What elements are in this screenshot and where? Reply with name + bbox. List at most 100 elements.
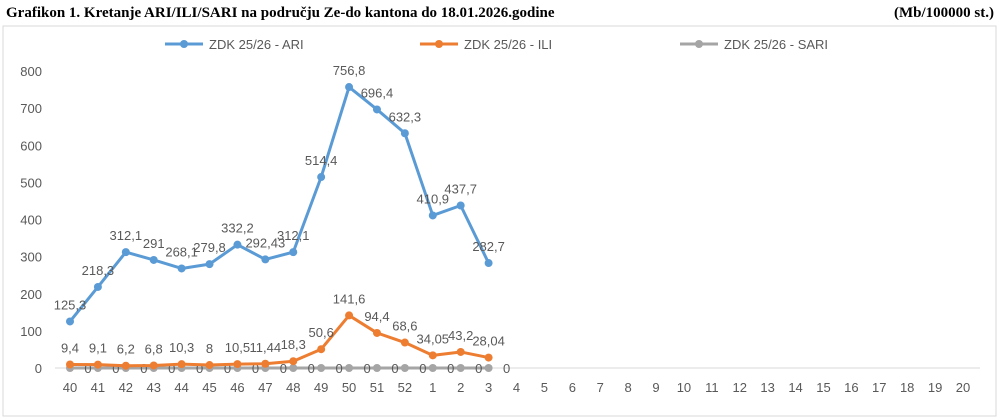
data-point bbox=[149, 361, 158, 370]
data-point bbox=[66, 317, 74, 326]
data-label: 0 bbox=[84, 361, 91, 376]
data-label: 8 bbox=[206, 341, 213, 356]
x-tick-label: 1 bbox=[429, 380, 436, 395]
x-tick-label: 10 bbox=[677, 380, 691, 395]
y-tick-label: 0 bbox=[35, 361, 42, 376]
y-tick-label: 400 bbox=[20, 213, 42, 228]
y-tick-label: 600 bbox=[20, 138, 42, 153]
unit-label: (Mb/100000 st.) bbox=[894, 5, 994, 21]
data-point bbox=[372, 364, 381, 372]
data-label: 0 bbox=[168, 361, 175, 376]
data-label: 141,6 bbox=[333, 291, 366, 306]
data-label: 0 bbox=[112, 361, 119, 376]
data-point bbox=[121, 361, 130, 370]
data-label: 291 bbox=[143, 236, 165, 251]
x-tick-label: 44 bbox=[174, 380, 188, 395]
x-tick-label: 47 bbox=[258, 380, 272, 395]
y-tick-label: 700 bbox=[20, 101, 42, 116]
data-label: 218,3 bbox=[82, 263, 115, 278]
data-label: 18,3 bbox=[281, 337, 306, 352]
data-point bbox=[149, 255, 158, 264]
data-point bbox=[233, 360, 242, 369]
legend-label: ZDK 25/26 - ILI bbox=[464, 37, 552, 52]
data-point bbox=[317, 345, 326, 354]
data-point bbox=[317, 173, 326, 182]
data-label: 0 bbox=[224, 361, 231, 376]
x-tick-label: 2 bbox=[457, 380, 464, 395]
data-point bbox=[93, 360, 102, 369]
data-label: 0 bbox=[419, 361, 426, 376]
data-point bbox=[177, 360, 186, 369]
data-label: 312,1 bbox=[110, 228, 143, 243]
data-point bbox=[456, 201, 465, 210]
x-tick-label: 40 bbox=[63, 380, 77, 395]
data-label: 514,4 bbox=[305, 153, 338, 168]
x-tick-label: 16 bbox=[844, 380, 858, 395]
x-tick-label: 49 bbox=[314, 380, 328, 395]
data-point bbox=[121, 248, 130, 257]
data-label: 9,4 bbox=[61, 341, 79, 356]
data-point bbox=[345, 311, 354, 320]
data-point bbox=[345, 83, 354, 92]
data-point bbox=[428, 364, 437, 372]
data-point bbox=[372, 328, 381, 337]
chart-frame bbox=[2, 25, 997, 417]
data-point bbox=[261, 359, 270, 368]
data-label: 332,2 bbox=[221, 221, 254, 236]
data-label: 632,3 bbox=[389, 109, 422, 124]
data-point bbox=[428, 351, 437, 360]
data-label: 10,3 bbox=[169, 340, 194, 355]
data-label: 0 bbox=[336, 361, 343, 376]
data-point bbox=[345, 364, 354, 372]
data-label: 279,8 bbox=[193, 240, 226, 255]
y-tick-label: 200 bbox=[20, 287, 42, 302]
x-tick-label: 17 bbox=[872, 380, 886, 395]
y-tick-label: 500 bbox=[20, 175, 42, 190]
x-tick-label: 4 bbox=[513, 380, 520, 395]
x-tick-label: 5 bbox=[541, 380, 548, 395]
legend-marker bbox=[180, 40, 188, 48]
data-point bbox=[289, 248, 298, 257]
x-tick-label: 8 bbox=[625, 380, 632, 395]
data-label: 0 bbox=[196, 361, 203, 376]
data-point bbox=[456, 364, 465, 372]
data-label: 292,43 bbox=[245, 235, 285, 250]
data-label: 0 bbox=[503, 361, 510, 376]
data-point bbox=[317, 364, 326, 372]
data-label: 268,1 bbox=[165, 244, 198, 259]
data-label: 94,4 bbox=[364, 309, 389, 324]
data-label: 0 bbox=[391, 361, 398, 376]
data-point bbox=[289, 357, 298, 366]
data-label: 0 bbox=[475, 361, 482, 376]
x-tick-label: 12 bbox=[733, 380, 747, 395]
x-tick-label: 3 bbox=[485, 380, 492, 395]
data-label: 410,9 bbox=[417, 191, 450, 206]
x-tick-label: 11 bbox=[705, 380, 719, 395]
x-tick-label: 43 bbox=[146, 380, 160, 395]
data-point bbox=[456, 347, 465, 356]
legend-marker bbox=[695, 40, 703, 48]
x-tick-label: 20 bbox=[956, 380, 970, 395]
y-tick-label: 100 bbox=[20, 324, 42, 339]
legend-label: ZDK 25/26 - ARI bbox=[209, 37, 304, 52]
data-point bbox=[400, 338, 409, 347]
data-label: 0 bbox=[447, 361, 454, 376]
data-point bbox=[177, 264, 186, 273]
data-label: 6,2 bbox=[117, 342, 135, 357]
data-label: 437,7 bbox=[444, 182, 477, 197]
data-label: 0 bbox=[140, 361, 147, 376]
data-label: 28,04 bbox=[472, 334, 505, 349]
x-tick-label: 51 bbox=[370, 380, 384, 395]
data-label: 125,3 bbox=[54, 297, 87, 312]
series-line bbox=[68, 85, 490, 323]
data-point bbox=[261, 255, 270, 264]
data-label: 9,1 bbox=[89, 341, 107, 356]
x-tick-label: 48 bbox=[286, 380, 300, 395]
data-label: 282,7 bbox=[472, 239, 505, 254]
x-tick-label: 41 bbox=[91, 380, 105, 395]
chart-title: Grafikon 1. Kretanje ARI/ILI/SARI na pod… bbox=[6, 5, 555, 21]
data-point bbox=[484, 259, 493, 268]
y-tick-label: 300 bbox=[20, 250, 42, 265]
y-tick-label: 800 bbox=[20, 64, 42, 79]
